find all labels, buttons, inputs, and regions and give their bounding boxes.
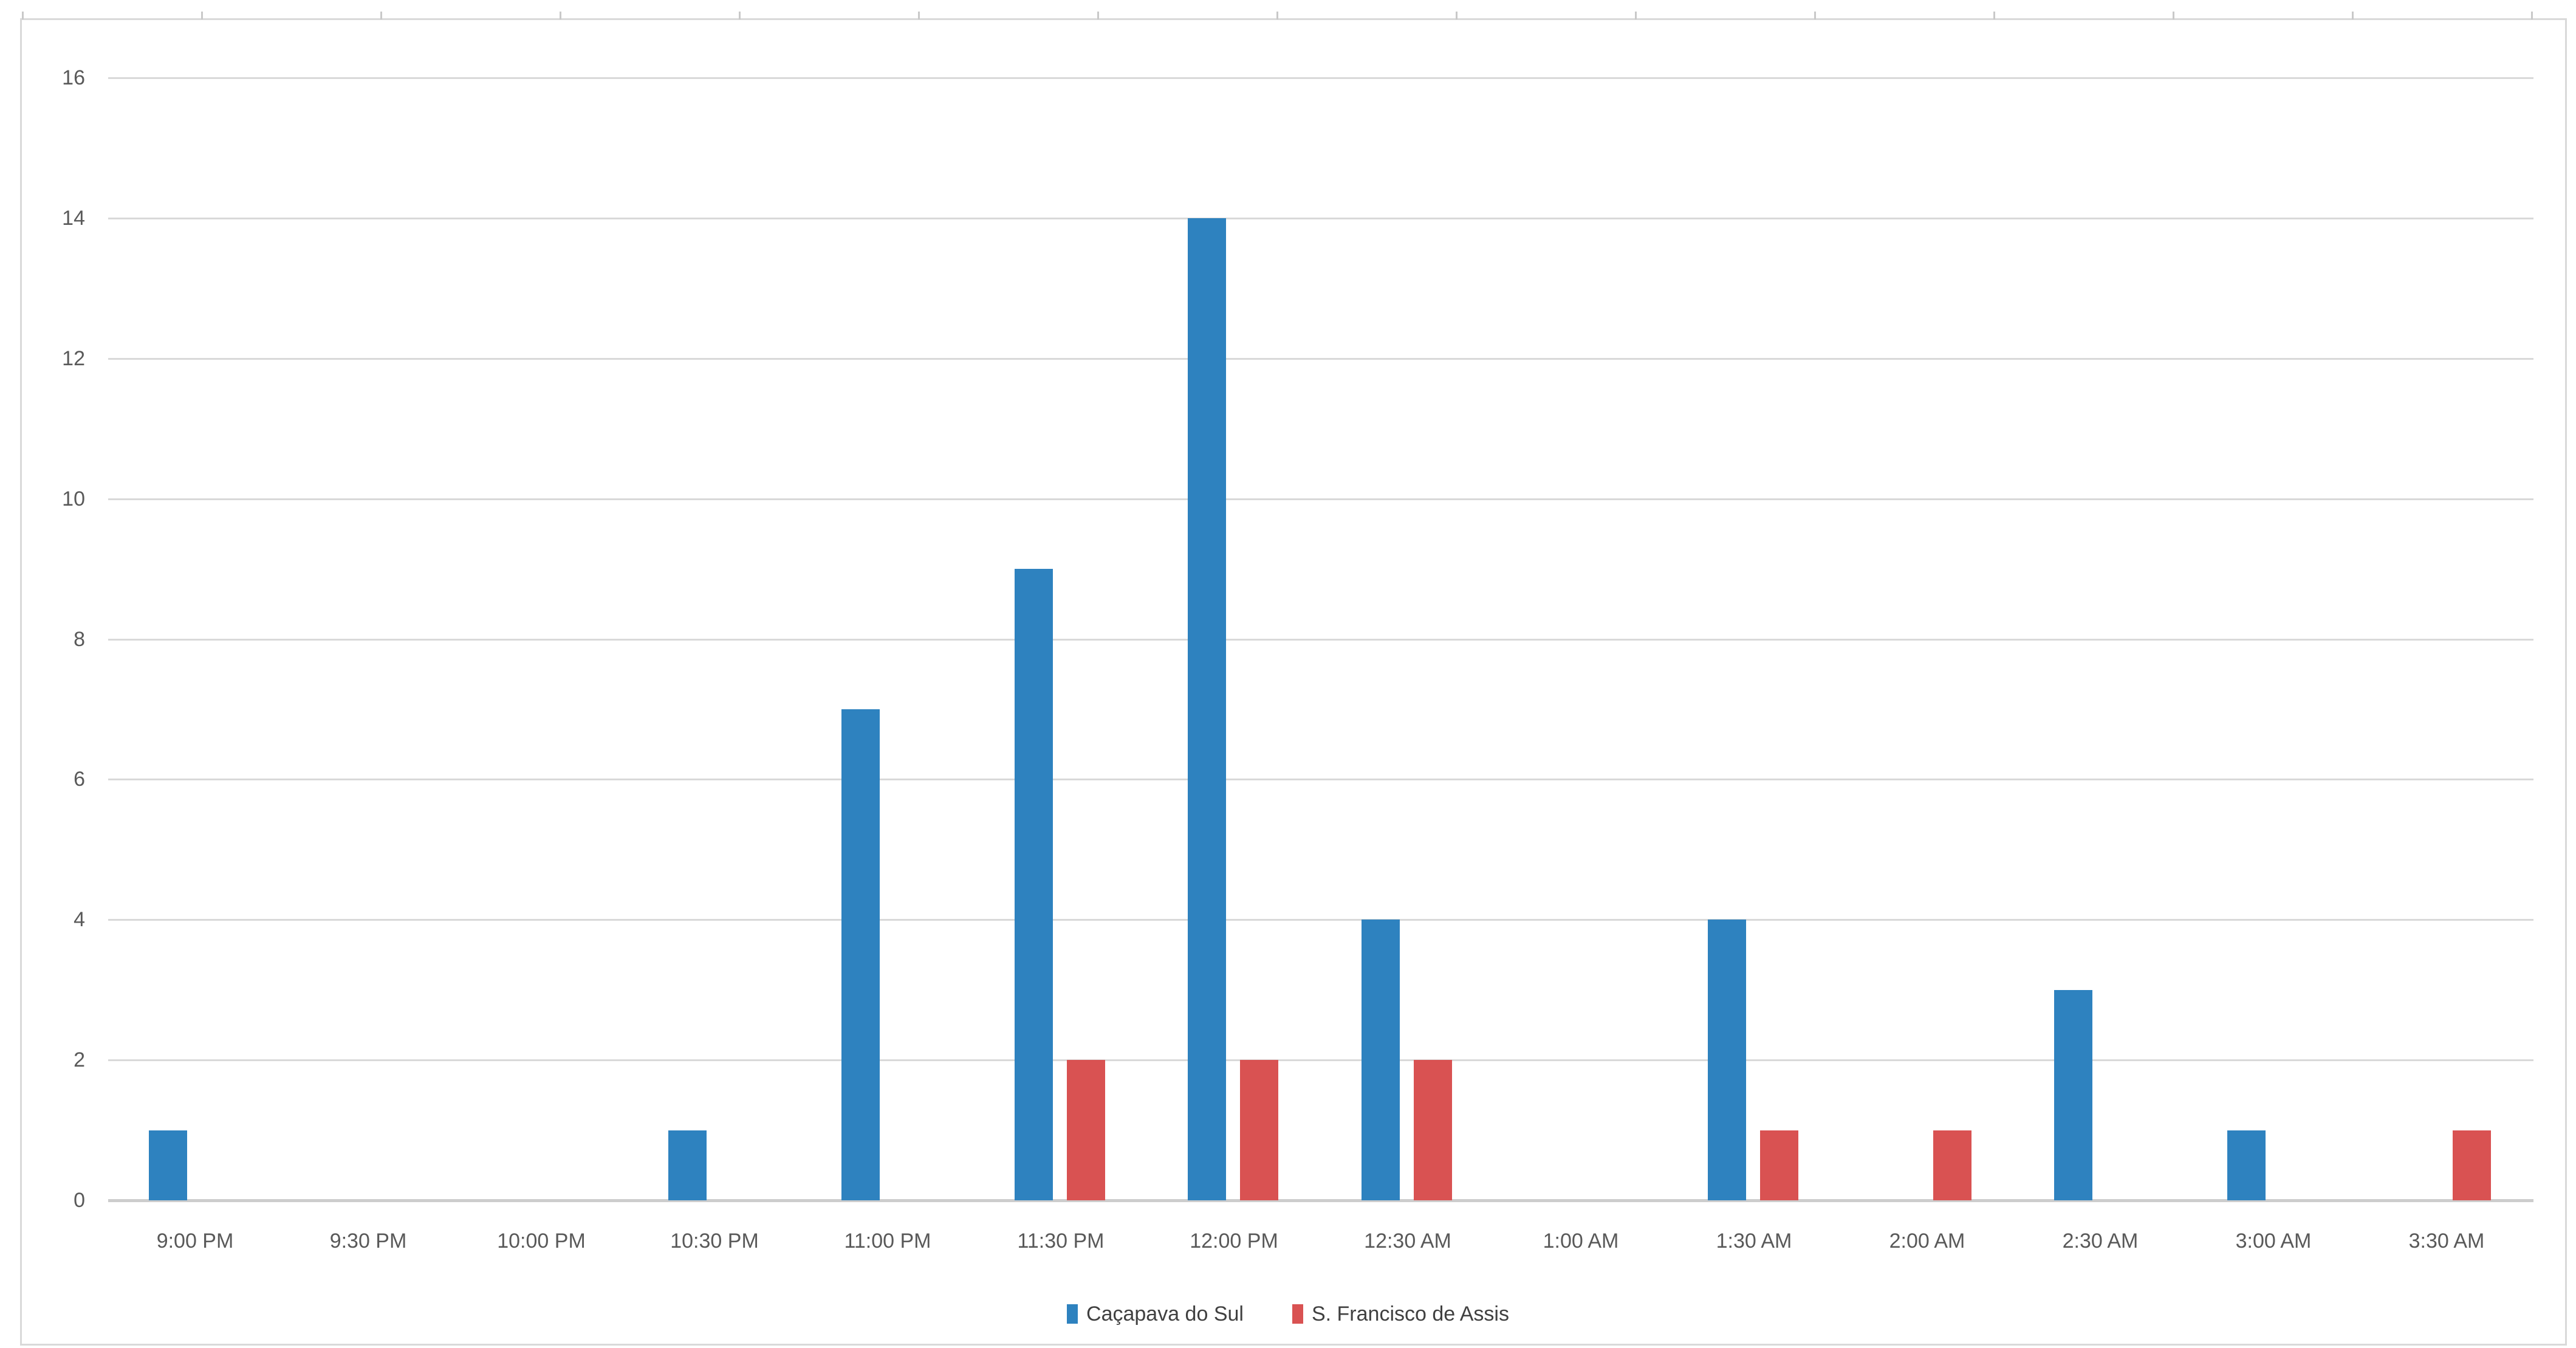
- gridline-2: [108, 1059, 2533, 1061]
- x-axis-tick-label-9-00-pm: 9:00 PM: [156, 1229, 234, 1253]
- bar-s-francisco-de-assis-3-30-am: [2453, 1130, 2491, 1200]
- top-axis-tick-icon: [201, 12, 203, 19]
- gridline-4: [108, 919, 2533, 921]
- legend-swatch-red-icon: [1292, 1304, 1303, 1324]
- x-axis-tick-label-2-00-am: 2:00 AM: [1889, 1229, 1965, 1253]
- y-axis-tick-label-6: 6: [74, 768, 85, 791]
- x-axis-tick-label-11-30-pm: 11:30 PM: [1017, 1229, 1105, 1253]
- top-axis-tick-icon: [1993, 12, 1995, 19]
- x-axis-tick-label-3-00-am: 3:00 AM: [2235, 1229, 2312, 1253]
- y-axis-tick-label-8: 8: [74, 628, 85, 651]
- top-axis-tick-icon: [1814, 12, 1816, 19]
- bar-cacapava-do-sul-11-00-pm: [841, 709, 880, 1200]
- x-axis-tick-label-1-30-am: 1:30 AM: [1716, 1229, 1792, 1253]
- x-axis-tick-label-3-30-am: 3:30 AM: [2408, 1229, 2485, 1253]
- bar-cacapava-do-sul-1-30-am: [1708, 920, 1746, 1200]
- y-axis-tick-label-10: 10: [62, 487, 85, 511]
- top-axis-tick-icon: [2173, 12, 2174, 19]
- y-axis-tick-label-14: 14: [62, 207, 85, 230]
- bar-cacapava-do-sul-11-30-pm: [1015, 569, 1053, 1200]
- y-axis-tick-label-4: 4: [74, 908, 85, 931]
- x-axis-tick-label-10-00-pm: 10:00 PM: [497, 1229, 586, 1253]
- gridline-12: [108, 358, 2533, 360]
- gridline-8: [108, 639, 2533, 641]
- y-axis-tick-label-2: 2: [74, 1048, 85, 1071]
- chart-area-border: [20, 18, 2567, 1346]
- gridline-14: [108, 218, 2533, 219]
- bar-cacapava-do-sul-3-00-am: [2227, 1130, 2266, 1200]
- top-axis-tick-icon: [2352, 12, 2354, 19]
- bar-s-francisco-de-assis-11-30-pm: [1067, 1060, 1105, 1200]
- top-axis-tick-icon: [918, 12, 920, 19]
- top-axis-tick-icon: [1456, 12, 1458, 19]
- y-axis-tick-label-16: 16: [62, 66, 85, 89]
- legend-label-s-francisco-de-assis: S. Francisco de Assis: [1311, 1302, 1509, 1326]
- bar-s-francisco-de-assis-12-30-am: [1414, 1060, 1452, 1200]
- top-axis-tick-icon: [560, 12, 561, 19]
- x-axis-tick-label-12-30-am: 12:30 AM: [1364, 1229, 1451, 1253]
- x-axis-tick-label-12-00-pm: 12:00 PM: [1190, 1229, 1278, 1253]
- y-axis-tick-label-0: 0: [74, 1189, 85, 1212]
- legend-item-s-francisco-de-assis: S. Francisco de Assis: [1292, 1304, 1509, 1324]
- x-axis-tick-label-11-00-pm: 11:00 PM: [844, 1229, 931, 1253]
- bar-cacapava-do-sul-12-00-pm: [1188, 218, 1226, 1200]
- top-axis-tick-icon: [380, 12, 382, 19]
- x-axis-tick-label-1-00-am: 1:00 AM: [1543, 1229, 1619, 1253]
- top-axis-tick-icon: [22, 12, 24, 19]
- bar-cacapava-do-sul-12-30-am: [1362, 920, 1400, 1200]
- gridline-10: [108, 498, 2533, 500]
- gridline-16: [108, 77, 2533, 79]
- x-axis-tick-label-10-30-pm: 10:30 PM: [670, 1229, 759, 1253]
- y-axis-tick-label-12: 12: [62, 347, 85, 370]
- legend-item-cacapava-do-sul: Caçapava do Sul: [1067, 1304, 1244, 1324]
- top-axis-tick-icon: [1276, 12, 1278, 19]
- bar-s-francisco-de-assis-1-30-am: [1760, 1130, 1798, 1200]
- top-axis-tick-icon: [739, 12, 741, 19]
- legend-label-cacapava-do-sul: Caçapava do Sul: [1086, 1302, 1244, 1326]
- top-axis-tick-icon: [2531, 12, 2533, 19]
- x-axis-line: [108, 1199, 2533, 1202]
- x-axis-tick-label-9-30-pm: 9:30 PM: [329, 1229, 407, 1253]
- legend-swatch-blue-icon: [1067, 1304, 1078, 1324]
- gridline-6: [108, 779, 2533, 780]
- top-axis-tick-icon: [1097, 12, 1099, 19]
- bar-cacapava-do-sul-9-00-pm: [149, 1130, 187, 1200]
- bar-s-francisco-de-assis-12-00-pm: [1240, 1060, 1278, 1200]
- bar-cacapava-do-sul-10-30-pm: [668, 1130, 707, 1200]
- x-axis-tick-label-2-30-am: 2:30 AM: [2062, 1229, 2139, 1253]
- legend: Caçapava do Sul S. Francisco de Assis: [0, 1299, 2576, 1329]
- top-axis-tick-icon: [1635, 12, 1637, 19]
- bar-cacapava-do-sul-2-30-am: [2054, 990, 2092, 1200]
- bar-s-francisco-de-assis-2-00-am: [1933, 1130, 1971, 1200]
